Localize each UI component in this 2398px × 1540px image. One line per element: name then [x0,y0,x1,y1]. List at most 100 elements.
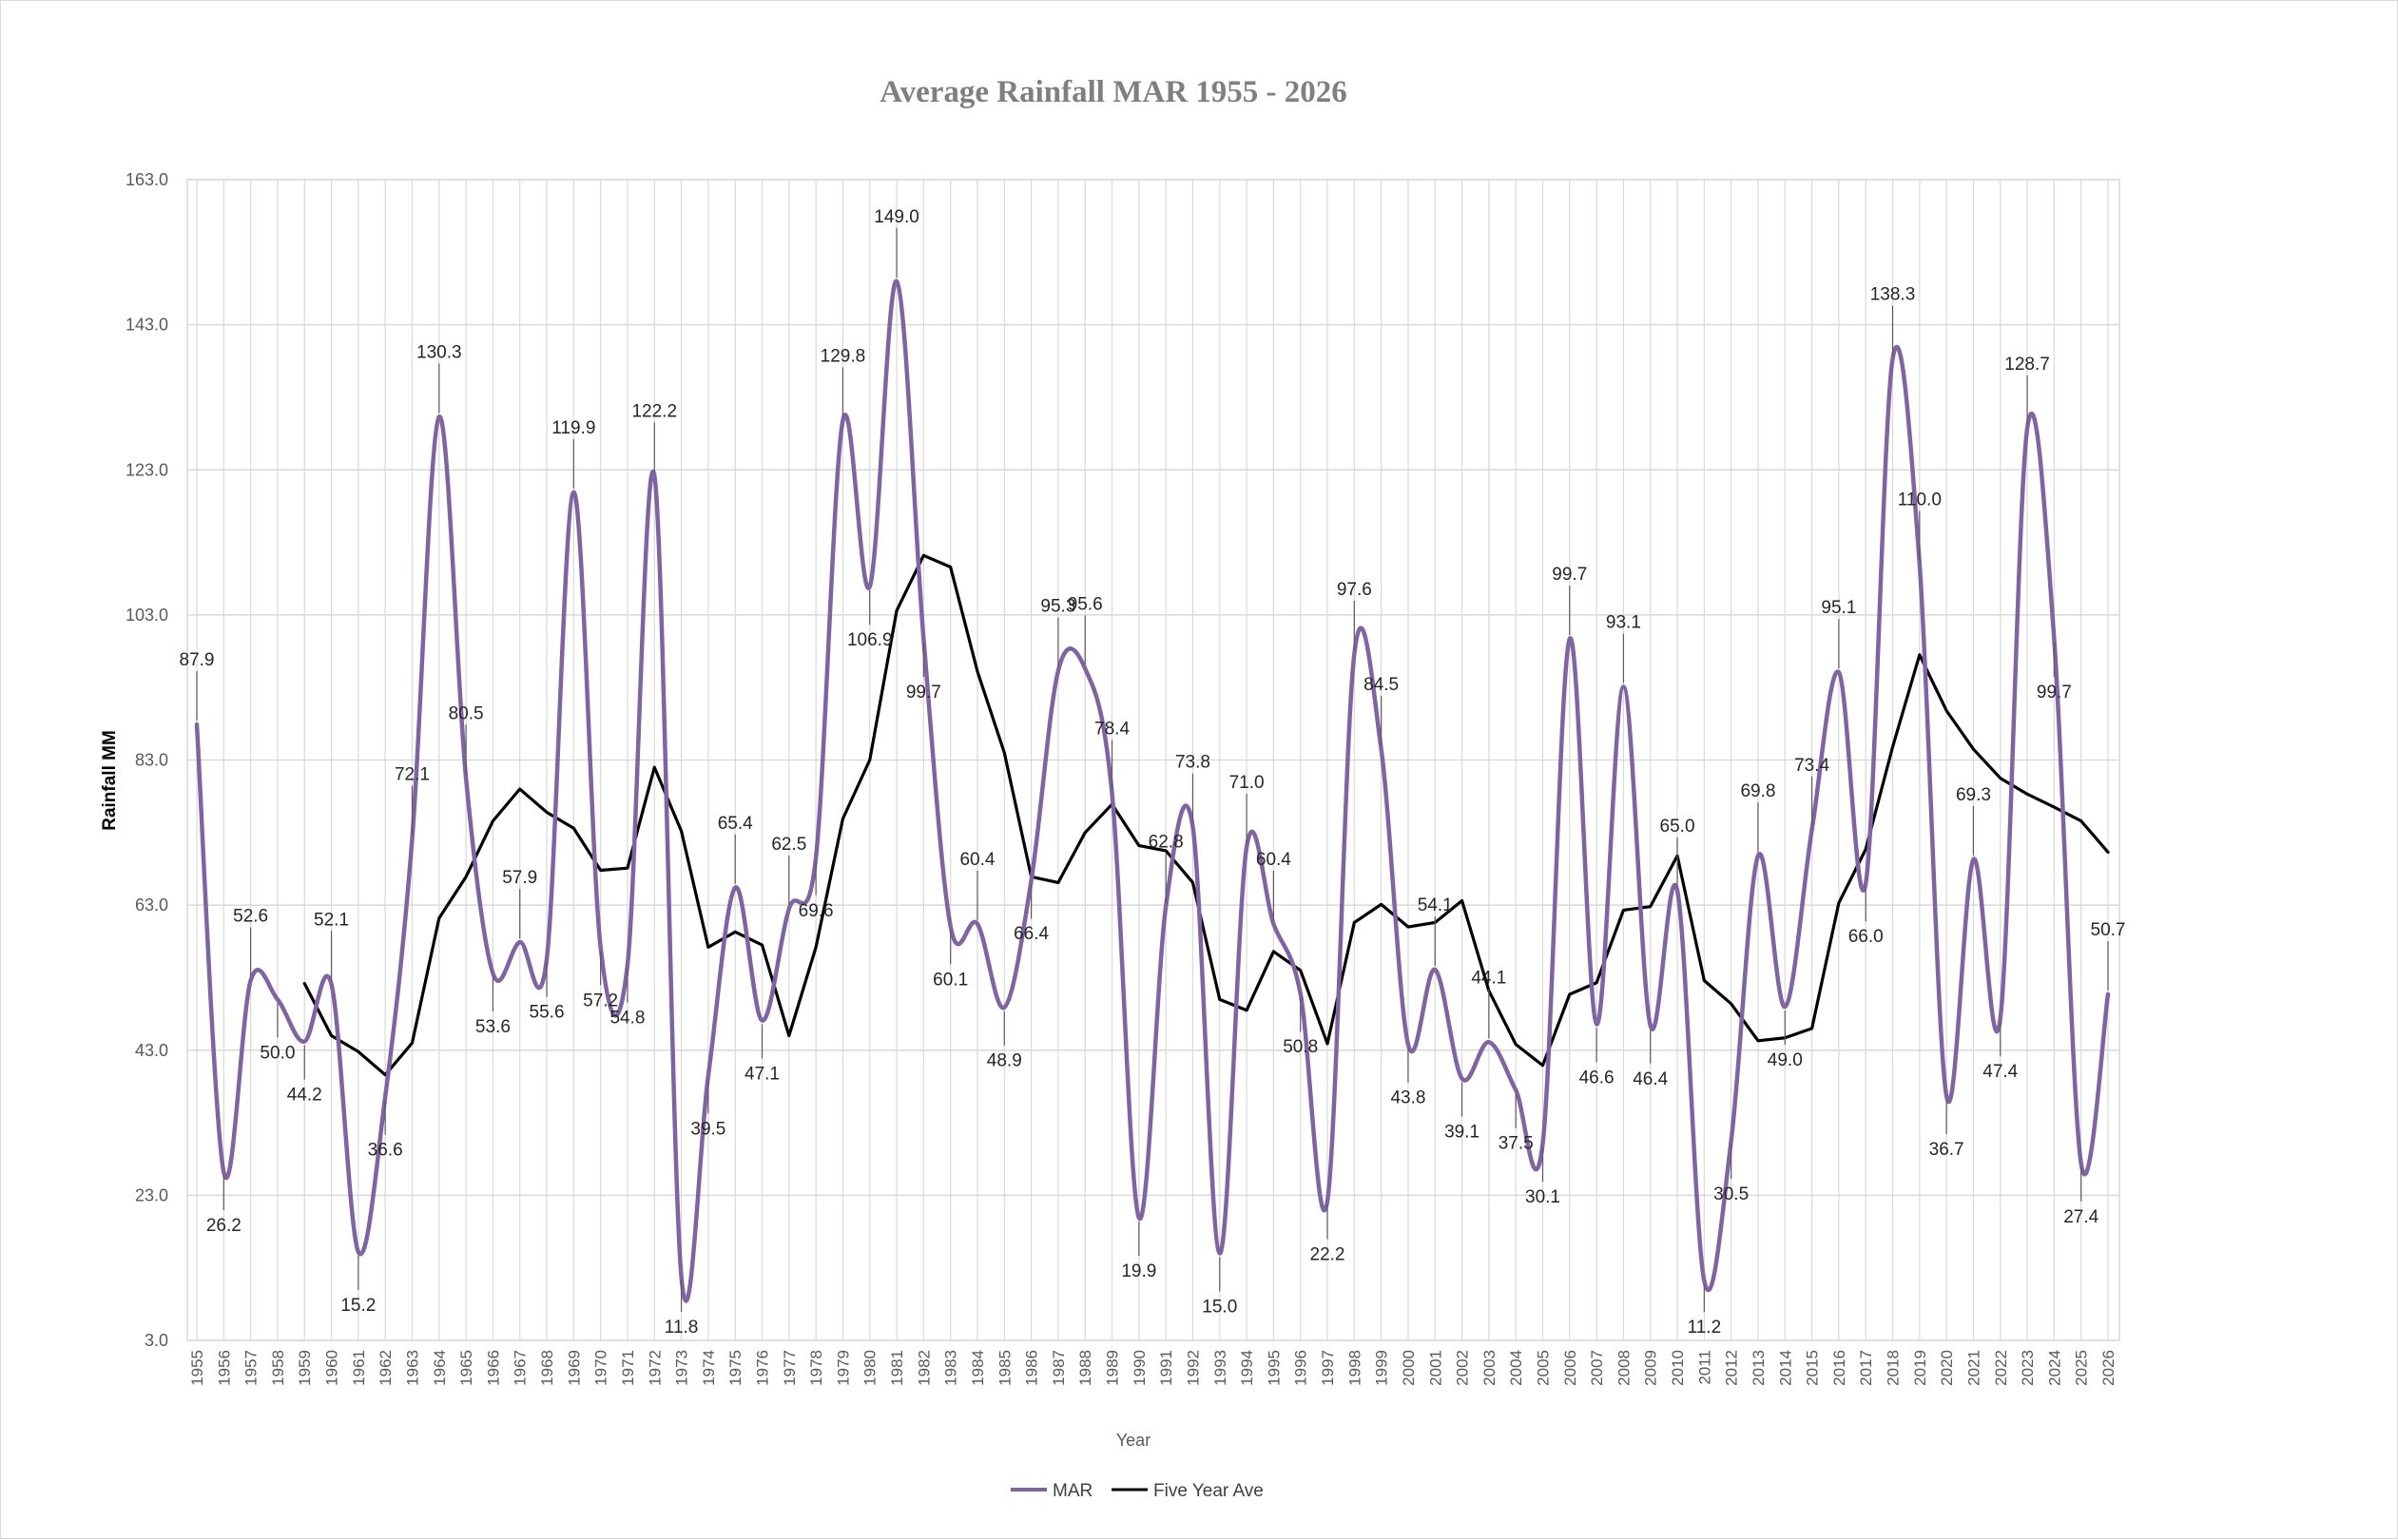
data-label: 99.7 [1552,565,1587,585]
data-label: 30.1 [1525,1187,1560,1207]
data-label: 65.0 [1660,817,1695,837]
data-label: 50.0 [260,1043,295,1063]
data-label: 19.9 [1121,1261,1156,1281]
data-label: 138.3 [1870,284,1916,304]
x-tick-label: 1972 [646,1350,664,1386]
x-tick-label: 1967 [512,1350,530,1386]
x-tick-label: 2022 [1992,1350,2010,1386]
y-tick-label: 83.0 [135,751,168,770]
x-tick-label: 1966 [484,1350,502,1386]
data-label: 53.6 [475,1017,511,1037]
x-tick-label: 1976 [754,1350,772,1386]
data-label: 39.1 [1444,1123,1479,1143]
data-label: 11.2 [1688,1318,1722,1338]
data-label: 84.5 [1363,675,1399,695]
x-tick-label: 1974 [700,1350,718,1386]
data-label: 73.8 [1175,753,1210,773]
x-tick-label: 1959 [296,1350,314,1386]
data-label: 78.4 [1094,720,1130,740]
x-tick-label: 2024 [2045,1350,2063,1386]
data-label: 44.2 [287,1086,322,1106]
data-labels: 87.9 26.2 52.6 50.0 44.2 52.1 15.2 36.6 72.1 130.… [180,207,2126,1338]
data-label: 66.0 [1848,927,1884,947]
x-tick-label: 1965 [457,1350,475,1386]
x-tick-label: 1980 [861,1350,880,1386]
data-label: 57.2 [583,991,618,1011]
data-label: 62.8 [1149,833,1184,853]
x-tick-label: 2011 [1695,1350,1713,1385]
x-tick-label: 1990 [1131,1350,1149,1386]
y-tick-label: 123.0 [126,460,168,479]
x-tick-label: 1956 [215,1350,233,1386]
data-label: 95.1 [1821,598,1856,618]
data-label: 69.6 [799,901,834,921]
x-tick-label: 1957 [242,1350,261,1386]
y-tick-label: 143.0 [126,316,168,335]
data-label: 52.6 [233,906,268,926]
y-tick-label: 23.0 [135,1185,168,1204]
x-tick-label: 2006 [1561,1350,1579,1386]
y-tick-label: 3.0 [145,1331,168,1350]
data-label: 71.0 [1229,773,1265,793]
data-label: 69.8 [1740,781,1775,801]
grid [186,179,2120,1341]
x-tick-label: 1983 [942,1350,960,1386]
data-label: 95.6 [1068,594,1103,614]
x-tick-label: 1970 [592,1350,610,1386]
x-tick-label: 1958 [269,1350,287,1386]
data-label: 128.7 [2004,355,2050,375]
data-label: 62.5 [771,835,806,855]
data-label: 60.1 [933,970,968,990]
series [194,279,2111,1303]
chart-title: Average Rainfall MAR 1955 - 2026 [880,75,1347,109]
x-tick-label: 1955 [188,1350,206,1386]
data-label: 130.3 [416,343,462,363]
data-label: 93.1 [1606,612,1641,632]
x-tick-label: 1996 [1292,1350,1310,1386]
x-tick-label: 2026 [2099,1350,2118,1386]
data-label: 46.6 [1579,1068,1615,1088]
data-label: 37.5 [1499,1134,1534,1154]
legend: MAR Five Year Ave [1011,1481,1264,1501]
data-label: 50.7 [2091,920,2126,940]
x-tick-label: 2010 [1669,1350,1687,1386]
data-label: 54.8 [609,1009,645,1029]
x-tick-label: 1986 [1023,1350,1041,1386]
data-label: 110.0 [1898,490,1942,510]
x-tick-label: 2000 [1400,1350,1418,1386]
x-tick-label: 2007 [1588,1350,1606,1386]
y-tick-label: 163.0 [126,170,168,189]
x-tick-label: 2004 [1507,1350,1525,1386]
data-label: 48.9 [987,1051,1022,1071]
data-label: 44.1 [1471,968,1506,988]
x-tick-label: 2017 [1857,1350,1875,1386]
data-label: 87.9 [180,650,215,670]
x-tick-label: 2019 [1911,1350,1929,1386]
y-tick-label: 43.0 [135,1041,168,1060]
data-label: 95.3 [1040,597,1075,617]
x-axis-title: Year [1116,1431,1151,1450]
x-tick-label: 1964 [431,1350,449,1386]
x-tick-label: 1993 [1211,1350,1229,1386]
data-label: 39.5 [690,1119,725,1139]
x-tick-label: 1988 [1076,1350,1094,1386]
x-tick-label: 2016 [1830,1350,1848,1386]
y-axis-ticks: 3.0 23.0 43.0 63.0 83.0 103.0 123.0 143.0 163.0 [126,170,168,1350]
data-label: 50.8 [1283,1037,1318,1057]
data-label: 27.4 [2063,1207,2098,1227]
data-label: 52.1 [314,910,349,930]
x-tick-label: 2025 [2073,1350,2091,1386]
data-label: 65.4 [718,814,753,834]
x-tick-label: 1987 [1050,1350,1068,1386]
data-label: 122.2 [631,401,677,421]
x-tick-label: 1960 [323,1350,341,1386]
data-label: 36.7 [1929,1140,1964,1160]
x-axis-ticks: 1955 1956 1957 1958 1959 1960 1961 1962 1963 1964… [188,1350,2118,1386]
x-tick-label: 1997 [1319,1350,1337,1386]
data-label: 80.5 [449,704,484,724]
x-tick-label: 1989 [1104,1350,1122,1386]
x-tick-label: 1984 [969,1350,987,1386]
data-label: 46.4 [1633,1069,1668,1089]
data-label: 99.7 [2037,683,2072,703]
